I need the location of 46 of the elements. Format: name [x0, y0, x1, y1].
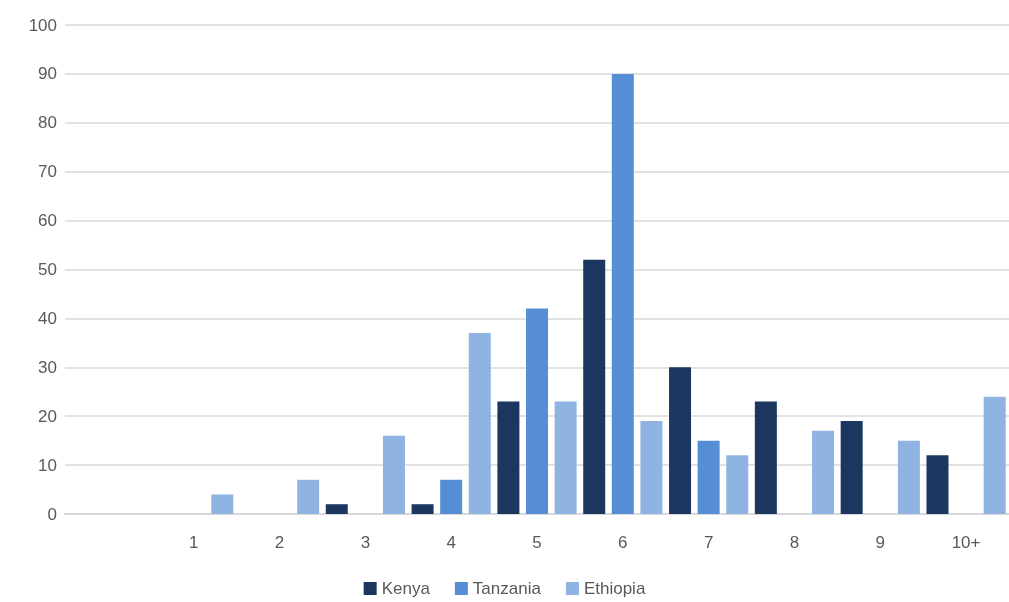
x-tick-label: 6	[618, 533, 628, 552]
x-tick-label: 8	[789, 533, 800, 552]
y-tick-label: 10	[38, 455, 57, 475]
x-tick-label: 7	[703, 533, 714, 552]
bar	[754, 401, 777, 514]
legend-label: Ethiopia	[583, 579, 646, 598]
bar	[211, 494, 234, 514]
x-tick-label: 1	[188, 533, 199, 552]
bar	[526, 308, 548, 514]
bar	[554, 401, 577, 514]
y-tick-label: 90	[38, 64, 57, 84]
x-tick-label: 9	[875, 533, 886, 552]
bar	[411, 504, 434, 514]
y-tick-label: 50	[38, 260, 57, 279]
x-tick-label: 3	[360, 533, 371, 552]
bar	[669, 367, 692, 514]
bar	[983, 396, 1006, 514]
bar	[897, 440, 920, 514]
bar	[726, 455, 749, 514]
bar	[812, 430, 835, 514]
x-tick-label: 10+	[951, 533, 981, 552]
y-tick-label: 0	[47, 504, 57, 524]
x-tick-label: 5	[532, 533, 542, 552]
bar	[440, 479, 463, 514]
y-tick-label: 60	[38, 211, 57, 231]
y-tick-label: 20	[38, 406, 57, 426]
y-tick-label: 70	[38, 162, 57, 182]
legend-label: Kenya	[381, 579, 431, 598]
bar	[640, 421, 663, 514]
bar	[382, 435, 405, 514]
x-tick-label: 2	[274, 533, 285, 552]
bar	[611, 73, 634, 514]
bar	[497, 401, 520, 514]
bar	[583, 259, 606, 514]
y-tick-label: 80	[38, 113, 57, 133]
bar	[840, 421, 863, 514]
y-tick-label: 100	[28, 15, 57, 35]
y-tick-label: 30	[38, 357, 57, 377]
bar	[468, 333, 491, 514]
bar	[697, 440, 720, 514]
bar	[297, 479, 320, 514]
bar	[325, 504, 348, 514]
x-tick-label: 4	[446, 533, 456, 552]
legend-label: Tanzania	[472, 579, 542, 598]
y-tick-label: 40	[38, 308, 57, 328]
bar	[926, 455, 949, 514]
